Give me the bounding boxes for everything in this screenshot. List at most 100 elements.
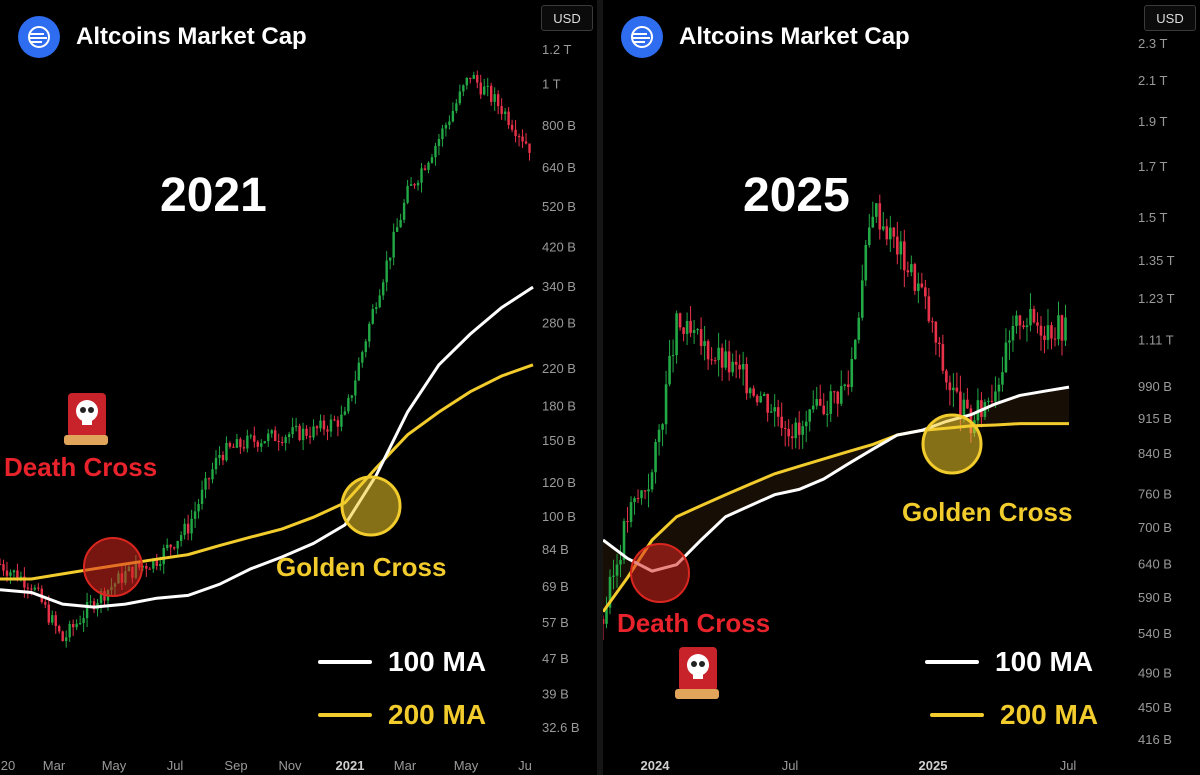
candle-body bbox=[762, 393, 766, 397]
x-tick-label: May bbox=[454, 758, 479, 773]
candle-body bbox=[82, 618, 85, 624]
candle-body bbox=[808, 409, 812, 422]
candle-body bbox=[661, 424, 664, 430]
y-tick-label: 1.5 T bbox=[1138, 210, 1167, 225]
candle-body bbox=[643, 490, 647, 492]
candle-body bbox=[668, 355, 671, 385]
candle-body bbox=[706, 341, 710, 360]
candle-body bbox=[790, 436, 794, 439]
y-tick-label: 640 B bbox=[1138, 557, 1172, 572]
y-tick-label: 420 B bbox=[542, 239, 576, 254]
y-tick-label: 760 B bbox=[1138, 487, 1172, 502]
candle-body bbox=[333, 419, 336, 421]
candle-body bbox=[225, 442, 228, 461]
candle-body bbox=[899, 241, 903, 255]
candle-body bbox=[776, 407, 780, 417]
currency-selector[interactable]: USD bbox=[1144, 5, 1196, 31]
death-cross-marker bbox=[83, 537, 143, 597]
x-tick-label: 20 bbox=[1, 758, 15, 773]
candle-body bbox=[458, 91, 462, 104]
candle-body bbox=[85, 602, 89, 619]
candle-body bbox=[787, 428, 790, 437]
candle-body bbox=[1039, 325, 1043, 336]
currency-selector[interactable]: USD bbox=[541, 5, 593, 31]
y-tick-label: 69 B bbox=[542, 579, 569, 594]
y-tick-label: 1.9 T bbox=[1138, 114, 1167, 129]
legend-100-label: 100 MA bbox=[995, 646, 1094, 677]
candle-body bbox=[315, 426, 319, 429]
candle-body bbox=[608, 576, 612, 608]
candle-body bbox=[68, 623, 71, 638]
candle-body bbox=[16, 570, 19, 580]
candle-body bbox=[319, 420, 322, 429]
candle-body bbox=[1004, 342, 1008, 373]
chart-panel-2021: 1.2 T 1 T 800 B 640 B 520 B 420 B 340 B 280 B 22… bbox=[0, 0, 597, 775]
candle-body bbox=[312, 426, 315, 438]
candle-body bbox=[500, 106, 503, 114]
candle-body bbox=[528, 143, 531, 153]
candle-body bbox=[745, 363, 748, 394]
ma-200-line bbox=[603, 422, 1069, 613]
candle-body bbox=[406, 185, 409, 203]
candle-body bbox=[994, 391, 997, 402]
candle-body bbox=[183, 523, 186, 536]
candle-body bbox=[354, 380, 357, 396]
candle-body bbox=[197, 504, 200, 512]
candle-body bbox=[51, 615, 54, 623]
candle-body bbox=[413, 184, 416, 186]
candle-body bbox=[738, 364, 741, 370]
y-tick-label: 84 B bbox=[542, 542, 569, 557]
y-tick-label: 47 B bbox=[542, 651, 569, 666]
candle-body bbox=[503, 111, 507, 114]
candle-body bbox=[794, 422, 798, 439]
candle-body bbox=[892, 227, 896, 237]
y-tick-label: 100 B bbox=[542, 509, 576, 524]
candle-body bbox=[280, 441, 284, 443]
candle-body bbox=[322, 420, 326, 430]
candle-body bbox=[399, 219, 402, 228]
golden-cross-marker bbox=[340, 475, 402, 537]
candle-body bbox=[326, 429, 329, 432]
candle-body bbox=[270, 430, 273, 434]
candle-body bbox=[23, 576, 26, 588]
candle-body bbox=[489, 85, 493, 102]
candle-body bbox=[200, 489, 204, 505]
candle-body bbox=[924, 287, 927, 297]
candle-body bbox=[612, 575, 615, 577]
candle-body bbox=[836, 391, 840, 404]
candle-body bbox=[486, 85, 489, 87]
candle-body bbox=[61, 631, 64, 642]
legend-200-swatch bbox=[930, 713, 984, 717]
candle-body bbox=[804, 421, 808, 427]
candle-body bbox=[825, 413, 829, 415]
y-tick-label: 800 B bbox=[542, 118, 576, 133]
candle-body bbox=[336, 420, 340, 427]
candle-body bbox=[239, 439, 242, 448]
candle-body bbox=[605, 607, 608, 624]
candle-body bbox=[427, 162, 430, 170]
candle-body bbox=[274, 430, 277, 441]
candle-body bbox=[2, 564, 5, 571]
candle-body bbox=[853, 339, 857, 359]
candle-body bbox=[218, 454, 221, 458]
candle-body bbox=[37, 587, 40, 589]
x-tick-label: Sep bbox=[224, 758, 247, 773]
candle-body bbox=[1043, 335, 1046, 340]
golden-cross-marker bbox=[921, 413, 983, 475]
candle-body bbox=[510, 124, 514, 130]
candle-body bbox=[287, 434, 291, 438]
candle-body bbox=[207, 478, 211, 480]
skull-book-icon bbox=[673, 645, 723, 701]
candle-body bbox=[169, 544, 172, 548]
candle-body bbox=[720, 347, 724, 368]
candle-body bbox=[152, 558, 155, 569]
candle-body bbox=[603, 619, 605, 624]
candle-body bbox=[647, 489, 650, 492]
candle-body bbox=[874, 203, 878, 217]
candle-body bbox=[260, 443, 263, 447]
candle-body bbox=[759, 396, 762, 403]
candle-body bbox=[5, 570, 9, 576]
candle-body bbox=[952, 387, 955, 391]
candle-body bbox=[249, 435, 253, 437]
candle-body bbox=[291, 427, 294, 435]
